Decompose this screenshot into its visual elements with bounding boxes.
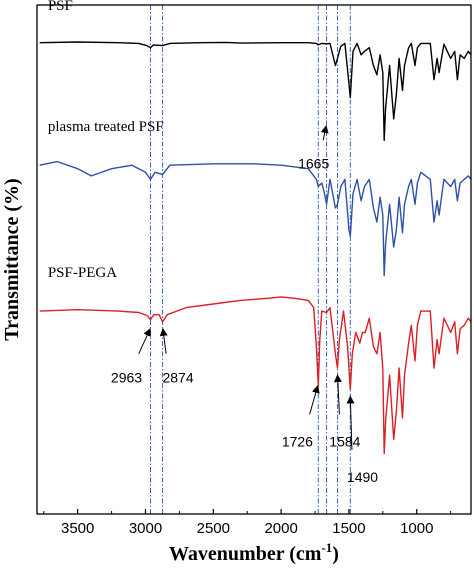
series-label-1: plasma treated PSF: [48, 119, 164, 135]
x-axis-title: Wavenumber (cm-1): [169, 540, 339, 565]
annotation-label-2963: 2963: [111, 369, 142, 385]
annotation-arrow-1584: [333, 374, 342, 415]
x-tick-label-2500: 2500: [197, 520, 230, 537]
annotation-arrow-2963: [138, 327, 151, 355]
reference-lines: [150, 5, 351, 514]
plot-frame: [36, 4, 472, 515]
annotation-label-1490: 1490: [347, 469, 378, 485]
annotation-label-1726: 1726: [282, 433, 313, 449]
x-tick-label-3500: 3500: [61, 520, 94, 537]
series-line-1: [39, 160, 472, 277]
x-tick-label-2000: 2000: [264, 520, 297, 537]
annotation-arrow-1490: [346, 395, 355, 450]
series-label-2: PSF-PEGA: [48, 265, 117, 281]
x-tick-label-3000: 3000: [129, 520, 162, 537]
annotation-arrow-1726: [309, 384, 320, 415]
annotation-arrow-2874: [159, 327, 168, 354]
x-tick-label-1000: 1000: [400, 520, 433, 537]
spectra: PSF plasma treated PSF PSF-PEGA: [39, 0, 472, 455]
x-tick-label-1500: 1500: [332, 520, 365, 537]
series-line-0: [39, 41, 472, 141]
x-axis: 3500 3000 2500 2000 1500 1000: [43, 509, 452, 537]
annotation-label-1665: 1665: [298, 156, 329, 172]
y-axis-title: Transmittance (%): [1, 178, 23, 340]
annotation-label-1584: 1584: [329, 433, 360, 449]
series-label-0: PSF: [48, 0, 73, 14]
series-line-2: [39, 296, 472, 455]
annotation-label-2874: 2874: [162, 369, 193, 385]
peak-annotations: 1665 2963 2874 1726 1584 1490: [111, 125, 378, 485]
annotation-arrow-1665: [320, 125, 329, 141]
